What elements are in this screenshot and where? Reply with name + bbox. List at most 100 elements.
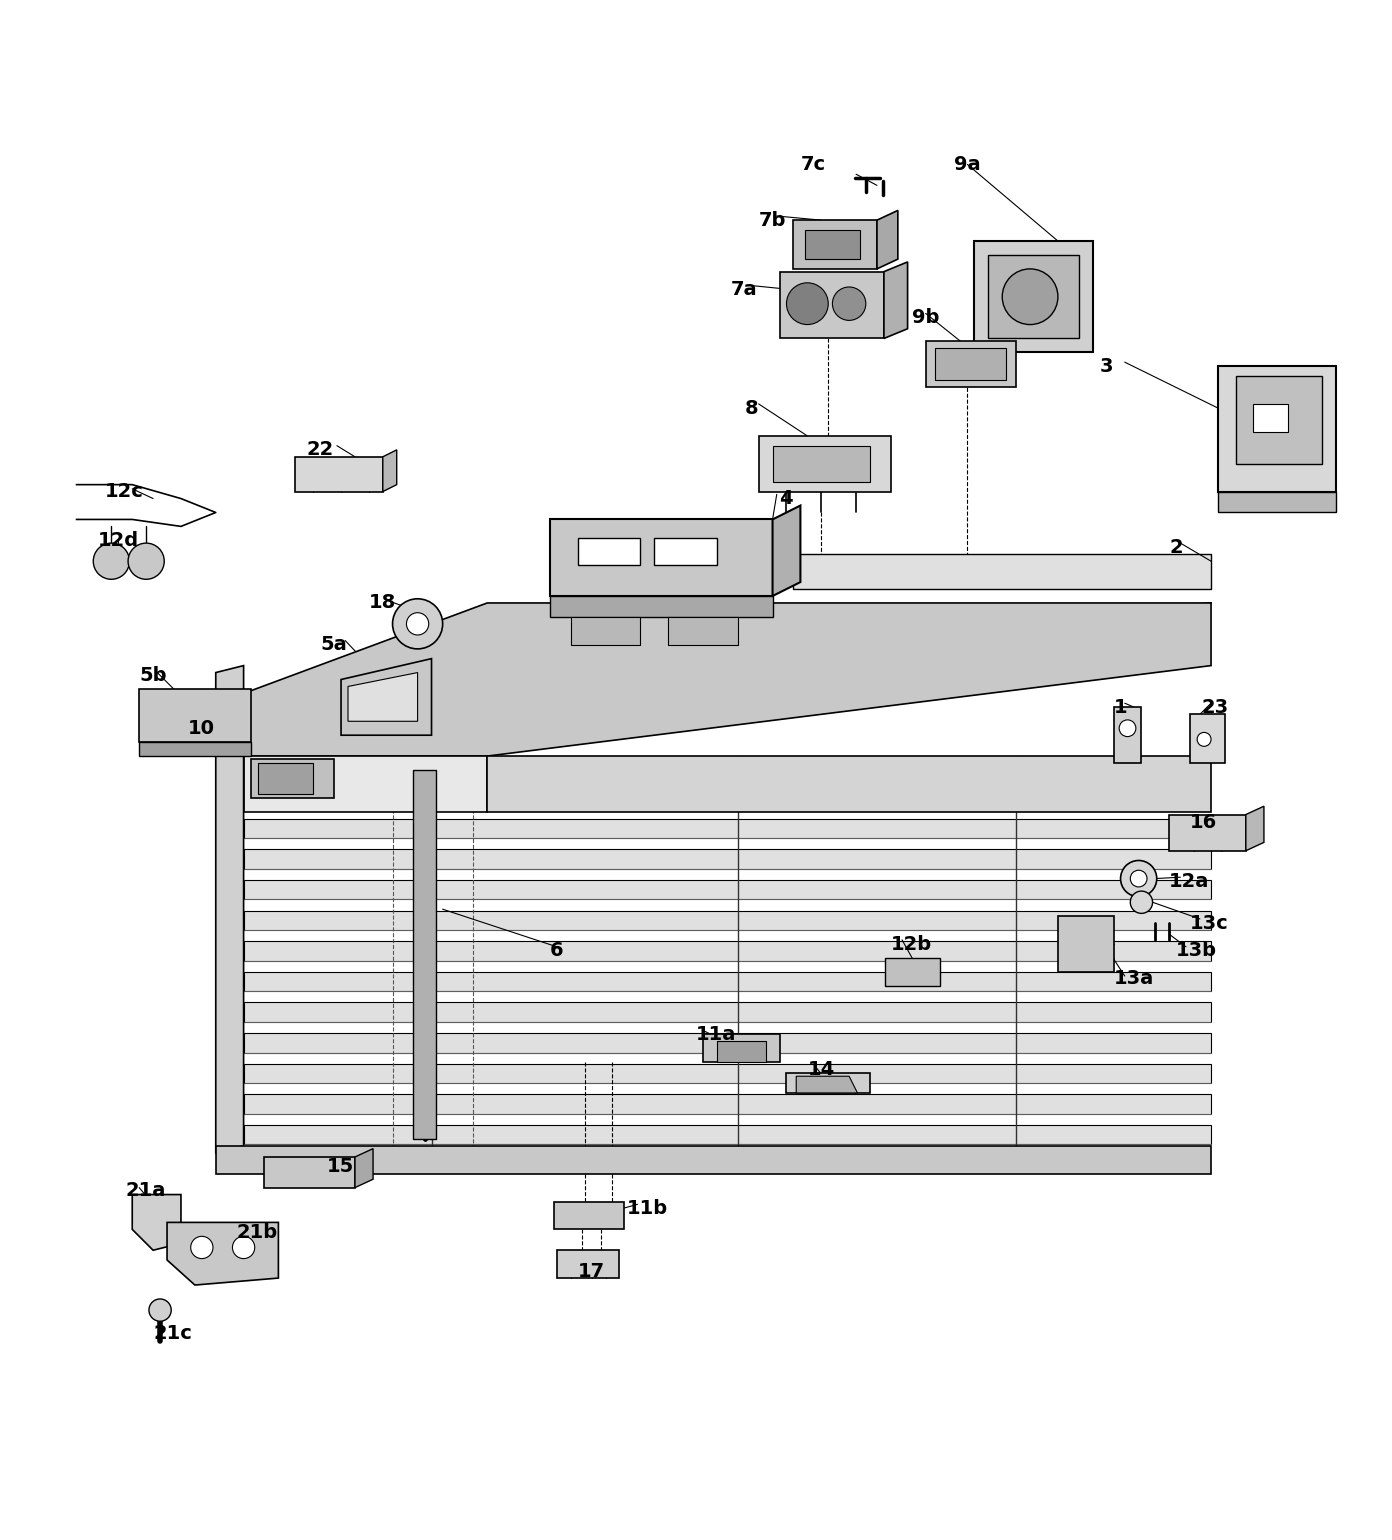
Polygon shape [974,242,1093,353]
Polygon shape [717,1041,766,1063]
Polygon shape [348,673,418,721]
Circle shape [93,544,129,579]
Text: 13b: 13b [1176,941,1217,961]
Polygon shape [244,1003,1211,1023]
Polygon shape [244,1064,1211,1083]
Polygon shape [167,1223,278,1284]
Text: 21c: 21c [153,1324,192,1343]
Text: 12c: 12c [104,482,143,500]
Polygon shape [139,742,251,756]
Text: 9b: 9b [912,308,940,326]
Text: 13a: 13a [1114,969,1154,989]
Bar [1253,403,1288,431]
Polygon shape [264,1157,355,1187]
Text: 22: 22 [306,440,334,459]
Polygon shape [1246,807,1264,850]
Text: 7c: 7c [800,156,825,174]
Circle shape [832,286,866,320]
Polygon shape [341,659,432,735]
Polygon shape [244,756,487,812]
Polygon shape [132,1195,181,1250]
Polygon shape [550,519,773,596]
Polygon shape [703,1035,780,1063]
Polygon shape [244,604,1211,756]
Polygon shape [216,1146,1211,1173]
Circle shape [786,283,828,325]
Text: 6: 6 [550,941,564,961]
Circle shape [1197,733,1211,747]
Circle shape [1130,892,1153,913]
Polygon shape [571,618,640,645]
Polygon shape [244,941,1211,961]
Text: 3: 3 [1100,357,1114,376]
Polygon shape [1236,376,1322,464]
Polygon shape [668,618,738,645]
Polygon shape [1114,707,1141,762]
Polygon shape [487,756,1211,812]
Text: 9a: 9a [954,156,980,174]
Polygon shape [413,770,436,1140]
Bar [578,537,640,565]
Text: 12d: 12d [97,531,139,550]
Polygon shape [885,958,940,986]
Polygon shape [988,256,1079,339]
Text: 8: 8 [745,399,759,417]
Polygon shape [773,505,800,596]
Polygon shape [550,596,773,618]
Polygon shape [295,457,383,491]
Polygon shape [780,271,884,339]
Polygon shape [244,819,1211,838]
Text: 16: 16 [1190,813,1218,833]
Polygon shape [935,348,1006,380]
Polygon shape [244,1033,1211,1052]
Text: 1: 1 [1114,698,1128,716]
Polygon shape [926,342,1016,387]
Polygon shape [251,759,334,798]
Polygon shape [793,220,877,270]
Text: 7a: 7a [731,280,757,299]
Polygon shape [1058,916,1114,972]
Circle shape [128,544,164,579]
Polygon shape [244,972,1211,992]
Polygon shape [796,1076,857,1093]
Polygon shape [139,690,251,742]
Polygon shape [258,762,313,793]
Text: 4: 4 [780,490,793,508]
Circle shape [149,1298,171,1321]
Polygon shape [244,879,1211,899]
Circle shape [393,599,443,648]
Polygon shape [244,850,1211,869]
Polygon shape [244,1124,1211,1144]
Polygon shape [1218,367,1336,491]
Polygon shape [1169,815,1246,850]
Text: 7b: 7b [759,211,786,229]
Polygon shape [554,1201,624,1229]
Circle shape [191,1237,213,1258]
Polygon shape [1218,491,1336,513]
Text: 23: 23 [1201,698,1228,716]
Text: 18: 18 [369,593,397,613]
Polygon shape [805,229,860,259]
Circle shape [232,1237,255,1258]
Text: 21a: 21a [125,1181,166,1200]
Polygon shape [557,1250,619,1278]
Text: 12b: 12b [891,935,933,953]
Text: 10: 10 [188,719,214,738]
Polygon shape [383,450,397,491]
Text: 5a: 5a [320,634,347,654]
Polygon shape [216,665,244,1153]
Bar [654,537,717,565]
Circle shape [406,613,429,634]
Polygon shape [1190,715,1225,762]
Text: 12a: 12a [1169,872,1210,890]
Polygon shape [793,554,1211,588]
Text: 17: 17 [578,1261,604,1281]
Circle shape [1121,861,1157,896]
Circle shape [1002,270,1058,325]
Polygon shape [884,262,908,339]
Circle shape [1130,870,1147,887]
Text: 21b: 21b [237,1223,278,1241]
Polygon shape [877,211,898,270]
Text: 11a: 11a [696,1026,736,1044]
Polygon shape [244,1095,1211,1113]
